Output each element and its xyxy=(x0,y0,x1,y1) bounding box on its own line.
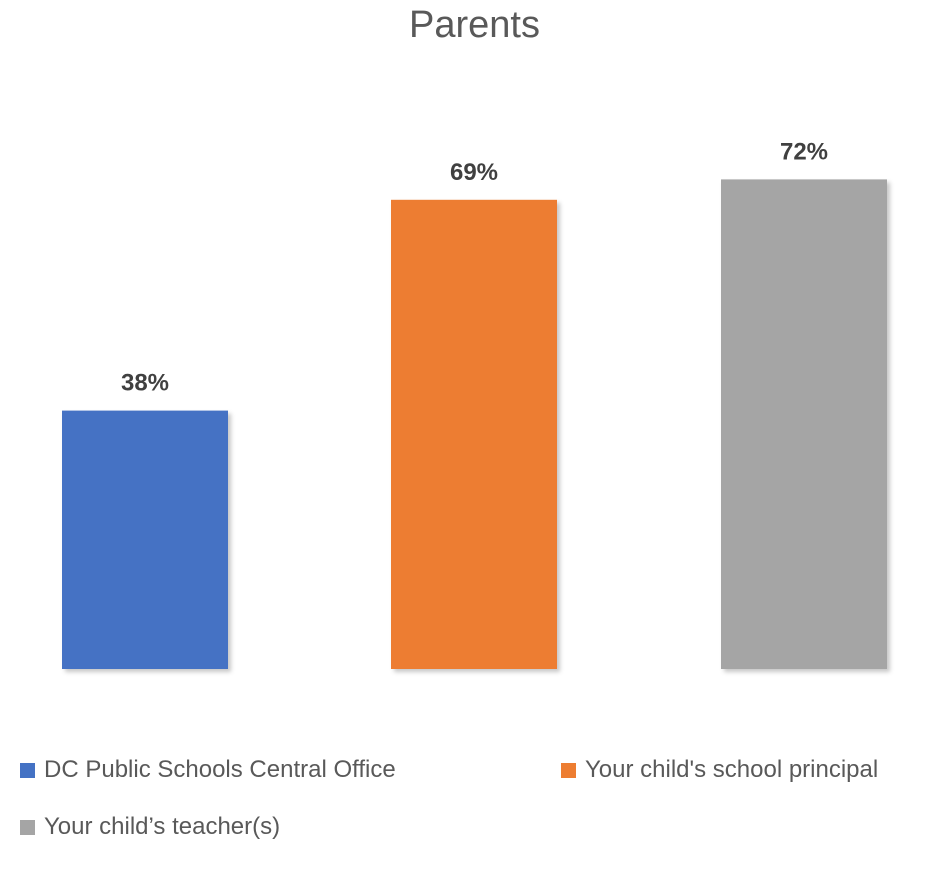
data-labels-layer: 38% 69% 72% xyxy=(121,138,828,396)
data-label-central-office: 38% xyxy=(121,370,169,397)
bar-central-office xyxy=(62,410,228,669)
chart-title: Parents xyxy=(409,4,540,46)
bar-school-principal xyxy=(391,199,557,670)
bar-teachers xyxy=(721,179,887,669)
bars-layer xyxy=(62,179,887,670)
data-label-school-principal: 69% xyxy=(450,159,498,186)
data-label-teachers: 72% xyxy=(780,138,828,165)
